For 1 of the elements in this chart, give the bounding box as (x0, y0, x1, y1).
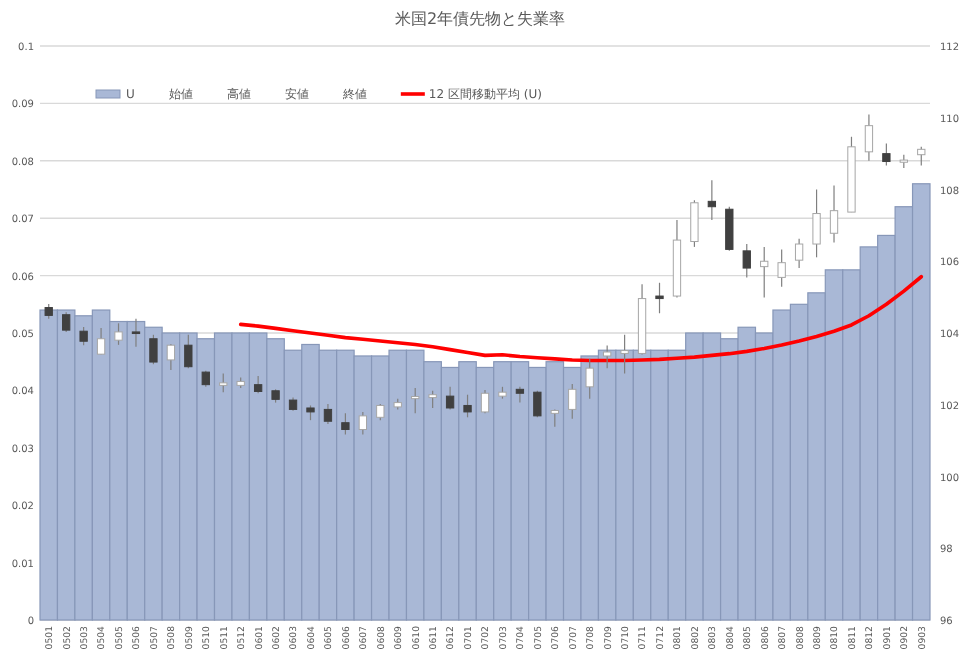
chart-title: 米国2年債先物と失業率 (394, 10, 566, 28)
